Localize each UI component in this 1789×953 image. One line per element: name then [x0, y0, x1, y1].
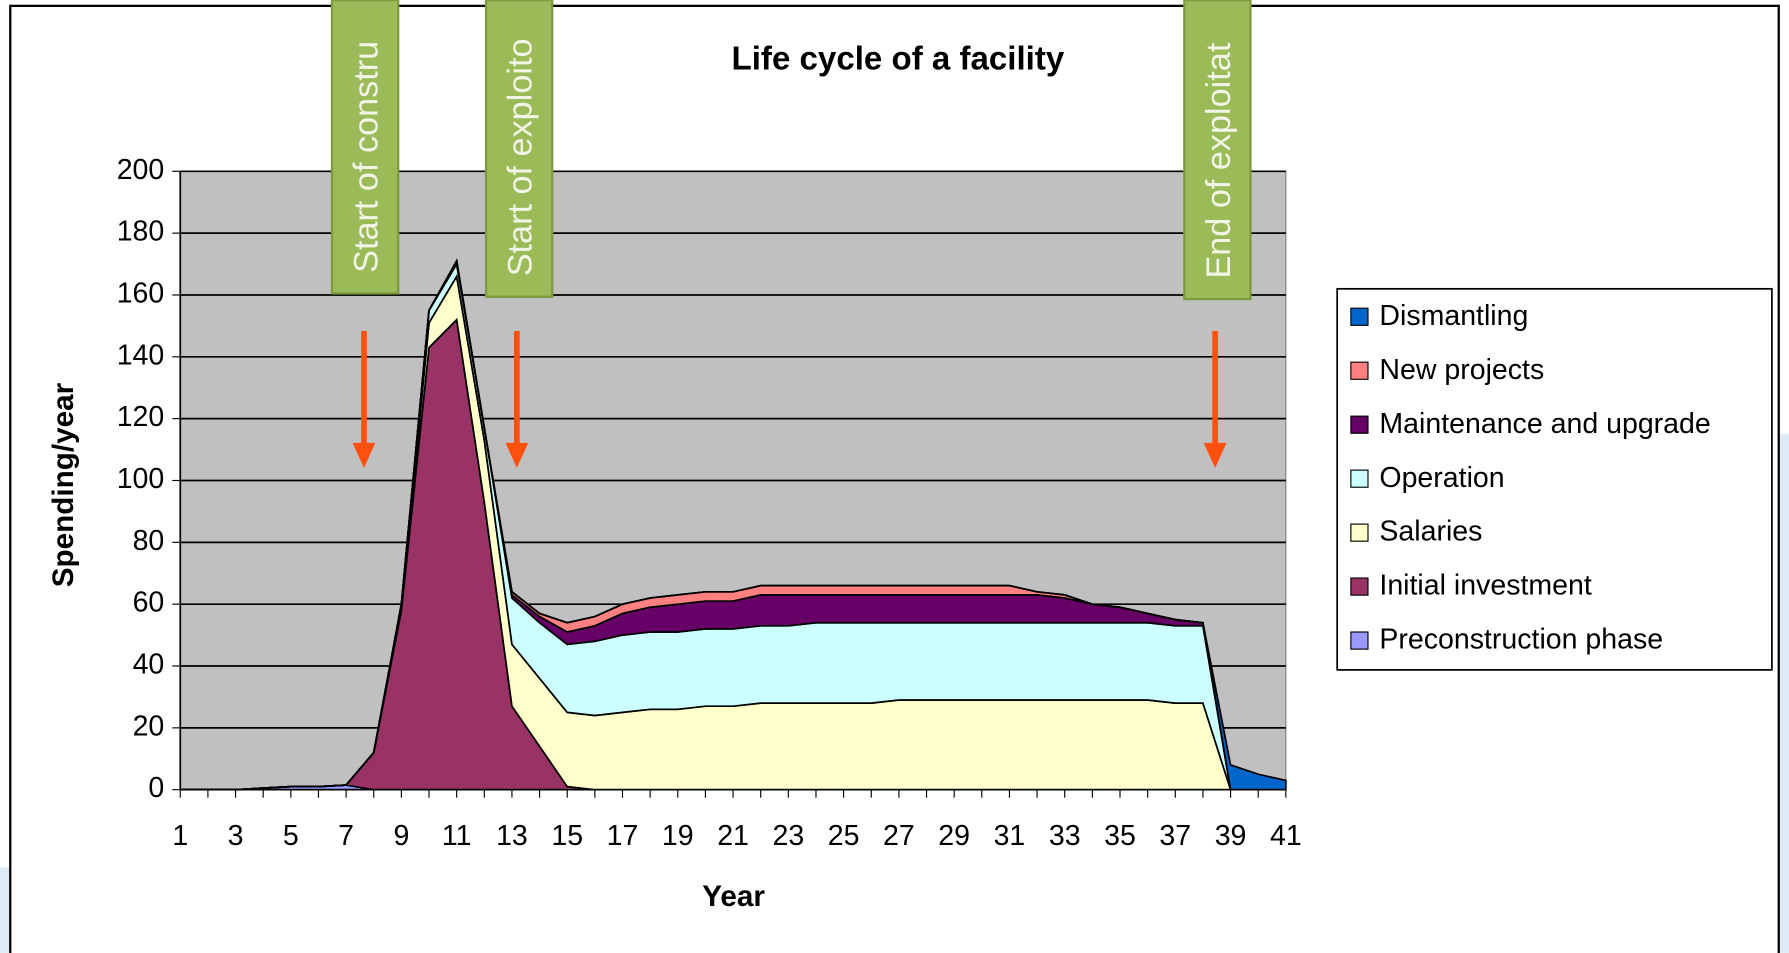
- annotation-text: End of exploitat: [1200, 42, 1238, 278]
- y-tick-label: 180: [117, 216, 165, 248]
- legend-swatch: [1350, 415, 1369, 434]
- y-tick-label: 80: [133, 525, 165, 557]
- annotation-arrowhead: [352, 442, 376, 468]
- x-tick-label: 7: [338, 820, 354, 852]
- legend-box: [1336, 287, 1773, 671]
- y-tick-label: 100: [117, 463, 165, 495]
- legend-swatch: [1350, 361, 1369, 380]
- y-tick-label: 0: [148, 772, 164, 804]
- x-tick-label: 17: [607, 820, 639, 852]
- y-tick-label: 120: [117, 401, 165, 433]
- x-tick-label: 19: [662, 820, 694, 852]
- annotation-arrowhead: [1203, 442, 1227, 468]
- annotation-text: Start of constru: [348, 41, 386, 273]
- annotation: End of exploitat: [1183, 0, 1252, 468]
- x-tick-label: 31: [994, 820, 1026, 852]
- x-tick-label: 23: [772, 820, 804, 852]
- x-tick-label: 1: [172, 820, 188, 852]
- x-tick-label: 29: [938, 820, 970, 852]
- area: [180, 258, 1287, 791]
- y-tick-label: 60: [133, 587, 165, 619]
- annotation: Start of exploito: [484, 0, 554, 468]
- x-tick-label: 33: [1049, 820, 1081, 852]
- x-tick-label: 27: [883, 820, 915, 852]
- legend-swatch: [1350, 523, 1369, 542]
- y-tick-label: 40: [133, 649, 165, 681]
- x-tick-label: 5: [283, 820, 299, 852]
- y-tick-label: 160: [117, 278, 165, 310]
- y-axis-label: Spending/year: [47, 382, 80, 587]
- y-tick-label: 20: [133, 710, 165, 742]
- chart-title: Life cycle of a facility: [732, 40, 1065, 77]
- legend-label: Initial investment: [1379, 570, 1591, 602]
- x-tick-label: 9: [393, 820, 409, 852]
- x-tick-label: 15: [551, 820, 583, 852]
- legend-swatch: [1350, 307, 1369, 326]
- legend-label: Preconstruction phase: [1379, 624, 1663, 656]
- x-tick-label: 37: [1159, 820, 1191, 852]
- legend-label: Operation: [1379, 462, 1504, 494]
- annotation-box: [484, 0, 554, 298]
- annotation-arrowhead: [505, 442, 529, 468]
- edge-decor: [1777, 433, 1789, 953]
- edge-decor: [0, 867, 12, 953]
- legend-swatch: [1350, 631, 1369, 650]
- x-tick-label: 35: [1104, 820, 1136, 852]
- legend-swatch: [1350, 469, 1369, 488]
- x-tick-label: 11: [442, 820, 472, 852]
- legend-swatch: [1350, 577, 1369, 596]
- legend-label: Dismantling: [1379, 300, 1528, 332]
- annotation-box: [330, 0, 400, 295]
- x-tick-label: 13: [496, 820, 528, 852]
- annotation: Start of constru: [330, 0, 400, 468]
- legend-label: New projects: [1379, 354, 1544, 386]
- x-tick-label: 3: [228, 820, 244, 852]
- annotation-text: Start of exploito: [502, 38, 540, 276]
- legend-label: Salaries: [1379, 516, 1482, 548]
- x-tick-label: 21: [717, 820, 749, 852]
- x-axis-label: Year: [702, 880, 765, 913]
- annotation-box: [1183, 0, 1252, 301]
- y-tick-label: 140: [117, 339, 165, 371]
- x-tick-label: 25: [828, 820, 860, 852]
- legend-label: Maintenance and upgrade: [1379, 408, 1710, 440]
- x-tick-label: 39: [1215, 820, 1247, 852]
- x-tick-label: 41: [1270, 820, 1302, 852]
- y-tick-label: 200: [117, 154, 165, 186]
